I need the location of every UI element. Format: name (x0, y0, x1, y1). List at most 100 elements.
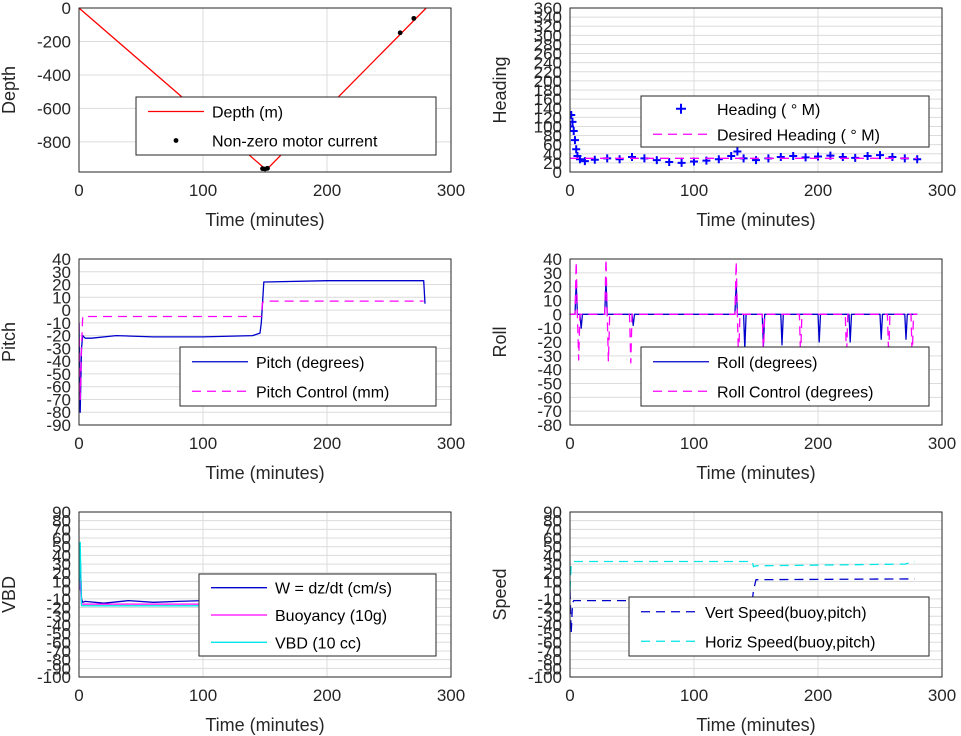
y-tick-label: 40 (543, 145, 562, 164)
series-group (79, 8, 427, 172)
y-tick-label: -40 (537, 361, 562, 380)
y-tick-label: 10 (52, 572, 71, 591)
series-group (570, 259, 918, 364)
y-tick-label: 160 (534, 90, 562, 109)
y-tick-label: 20 (52, 276, 71, 295)
series-heading-m-point (876, 151, 884, 160)
y-tick-label: -70 (537, 402, 562, 421)
series-heading-m-point (776, 152, 785, 161)
y-tick-label: -70 (46, 390, 71, 409)
series-roll-control-degrees-line (570, 259, 918, 364)
series-heading-m-point (801, 153, 810, 162)
y-tick-label: -10 (537, 590, 562, 609)
series-heading-m-point (570, 111, 576, 120)
y-tick-label: -30 (537, 607, 562, 626)
y-tick-label: -20 (46, 599, 71, 618)
series-heading-m-point (628, 152, 636, 161)
legend-label: Heading ( ° M) (717, 102, 820, 119)
x-axis-label: Time (minutes) (205, 715, 324, 735)
y-tick-label: -80 (537, 651, 562, 670)
y-tick-label: 90 (52, 503, 71, 522)
x-axis-label: Time (minutes) (696, 715, 815, 735)
subplot-vbd: 0 100 200 300-100-90-80-70-60-50-40-30-20-1… (0, 503, 465, 735)
x-tick-label: 200 (804, 686, 832, 705)
y-tick-label: 0 (62, 301, 71, 320)
y-tick-label: 20 (543, 564, 562, 583)
legend-label: Desired Heading ( ° M) (717, 127, 880, 144)
y-tick-label: -30 (46, 339, 71, 358)
x-tick-label: 100 (189, 686, 217, 705)
y-tick-label: 40 (52, 250, 71, 269)
series-heading-m-point (733, 147, 742, 156)
legend-box (640, 95, 930, 148)
y-tick-label: 10 (52, 288, 71, 307)
series-heading-m-point (590, 155, 599, 164)
series-heading-m-point (814, 152, 822, 161)
series-group (570, 560, 915, 635)
y-tick-label: -20 (46, 327, 71, 346)
x-tick-label: 0 (565, 181, 574, 200)
series-group (79, 280, 426, 413)
y-tick-label: -400 (37, 66, 71, 85)
subplot-depth: 0 100 200 300 -800 -600 -400 -200 0 Time (minutes… (0, 0, 465, 230)
x-tick-label: 300 (928, 181, 956, 200)
y-tick-label: 0 (553, 305, 562, 324)
series-non-zero-motor-current-point (265, 165, 270, 171)
y-tick-label: -40 (46, 352, 71, 371)
x-tick-label: 0 (74, 181, 83, 200)
y-tick-label: -100 (37, 668, 71, 687)
x-tick-label: 0 (565, 434, 574, 453)
series-vert-speed-buoy-pitch-line (570, 578, 915, 635)
y-tick-label: 80 (52, 512, 71, 531)
legend-label: Roll (degrees) (717, 355, 817, 372)
y-tick-label: 50 (52, 538, 71, 557)
axes-frame (569, 258, 943, 426)
series-heading-m-point (838, 152, 847, 161)
y-tick-label: 50 (543, 538, 562, 557)
axes-frame (78, 258, 452, 426)
y-tick-label: -40 (537, 616, 562, 635)
x-tick-label: 0 (74, 434, 83, 453)
y-axis-label: Roll (490, 326, 510, 357)
series-heading-m-point (570, 117, 577, 126)
y-tick-label: -80 (46, 651, 71, 670)
x-axis-label: Time (minutes) (696, 463, 815, 483)
y-tick-label: 200 (534, 72, 562, 91)
series-horiz-speed-buoy-pitch-line (570, 560, 915, 591)
legend-swatch (173, 138, 179, 143)
y-tick-label: 20 (543, 278, 562, 297)
x-tick-label: 300 (437, 686, 465, 705)
x-tick-label: 100 (189, 434, 217, 453)
y-tick-label: 40 (52, 546, 71, 565)
series-heading-m-point (572, 145, 581, 154)
y-tick-label: 40 (543, 546, 562, 565)
y-tick-label: -90 (46, 416, 71, 435)
y-tick-label: -200 (37, 32, 71, 51)
y-tick-label: 60 (52, 529, 71, 548)
legend-label: Horiz Speed(buoy,pitch) (705, 634, 875, 651)
series-heading-m-point (752, 156, 760, 165)
y-tick-label: 240 (534, 54, 562, 73)
series-pitch-control-mm-line (79, 300, 424, 401)
legend-label: Non-zero motor current (212, 134, 378, 151)
y-tick-label: -50 (46, 365, 71, 384)
y-tick-label: -100 (528, 668, 562, 687)
series-heading-m-point (677, 158, 686, 167)
y-tick-label: 320 (534, 17, 562, 36)
series-heading-m-point (575, 155, 584, 164)
y-tick-label: 0 (553, 581, 562, 600)
series-heading-m-point (580, 157, 589, 166)
y-axis-label: VBD (0, 576, 19, 613)
legend-swatch (676, 103, 686, 114)
y-tick-label: -50 (46, 625, 71, 644)
x-tick-label: 300 (928, 686, 956, 705)
x-tick-label: 200 (313, 181, 341, 200)
series-heading-m-point (570, 122, 574, 131)
x-tick-label: 200 (804, 434, 832, 453)
y-tick-label: 10 (543, 292, 562, 311)
y-tick-label: -20 (537, 599, 562, 618)
y-tick-label: -60 (46, 378, 71, 397)
y-tick-label: 0 (553, 163, 562, 182)
y-tick-label: -60 (537, 388, 562, 407)
